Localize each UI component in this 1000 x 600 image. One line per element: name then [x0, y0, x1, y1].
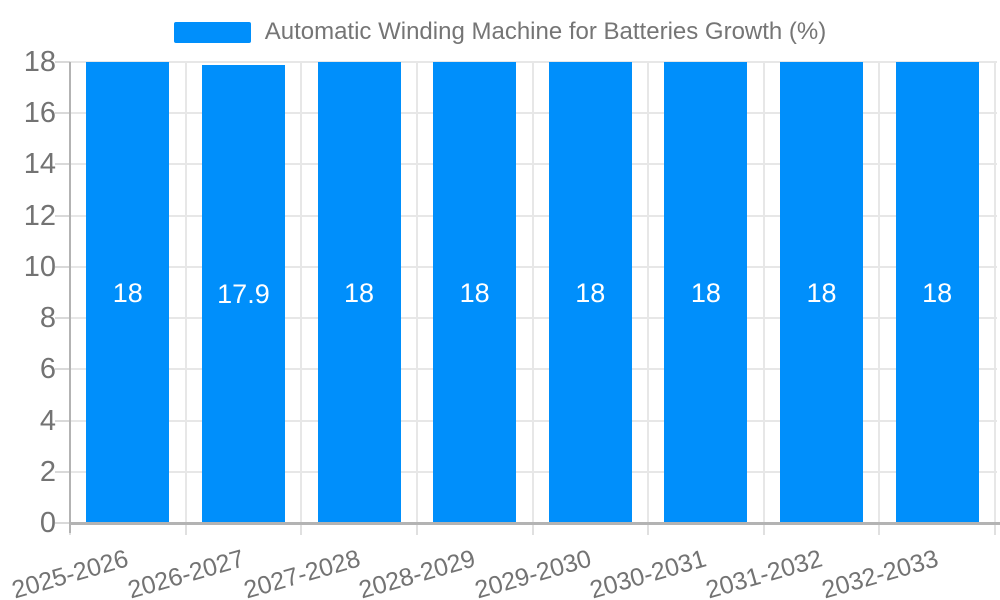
x-tick-mark	[762, 525, 765, 535]
x-tick-mark	[647, 525, 650, 535]
bar-value-label: 18	[459, 277, 490, 308]
y-tick-label: 10	[23, 250, 56, 283]
y-tick-mark	[55, 214, 70, 217]
y-tick-label: 0	[39, 507, 56, 539]
bar-value-label: 18	[922, 277, 953, 308]
legend-label: Automatic Winding Machine for Batteries …	[264, 18, 827, 45]
x-gridline	[647, 62, 650, 523]
x-tick-mark	[184, 525, 187, 535]
y-tick-mark	[55, 265, 70, 268]
legend-marker-icon	[173, 21, 251, 43]
y-tick-label: 18	[23, 46, 56, 78]
y-tick-label: 2	[39, 455, 56, 488]
y-tick-mark	[55, 163, 70, 166]
y-tick-mark	[55, 61, 70, 63]
x-gridline	[878, 62, 881, 523]
y-tick-mark	[55, 522, 70, 524]
x-tick-mark	[531, 525, 534, 535]
y-gridline	[70, 368, 997, 371]
y-tick-label: 4	[39, 404, 56, 437]
y-gridline	[70, 265, 997, 268]
x-axis-line	[70, 522, 1000, 525]
y-gridline	[70, 112, 997, 115]
x-gridline	[300, 62, 303, 523]
x-tick-mark	[878, 525, 881, 535]
y-gridline	[70, 419, 997, 422]
y-tick-label: 8	[39, 302, 56, 335]
x-gridline	[994, 62, 996, 523]
x-tick-mark	[300, 525, 303, 535]
bar-value-label: 18	[690, 277, 721, 308]
y-axis-line	[69, 62, 71, 533]
bar[interactable]	[86, 62, 170, 523]
bar-value-label: 18	[806, 277, 837, 308]
y-tick-label: 14	[23, 148, 56, 181]
legend-item[interactable]: Automatic Winding Machine for Batteries …	[0, 14, 1000, 50]
bar[interactable]	[317, 62, 401, 523]
y-tick-mark	[55, 470, 70, 473]
bar-value-label: 18	[575, 277, 606, 308]
y-tick-mark	[55, 368, 70, 371]
y-gridline	[70, 214, 997, 217]
bar[interactable]	[780, 62, 864, 523]
bar[interactable]	[895, 62, 979, 523]
y-tick-label: 12	[23, 199, 56, 232]
x-tick-label: 2027-2028	[240, 544, 363, 600]
y-tick-label: 6	[39, 353, 56, 386]
y-tick-mark	[55, 317, 70, 320]
x-tick-label: 2026-2027	[124, 544, 248, 600]
bar-value-label: 18	[344, 277, 375, 308]
bar-value-label: 18	[112, 277, 143, 308]
bar[interactable]	[548, 62, 632, 523]
bar[interactable]	[664, 62, 748, 523]
x-tick-mark	[994, 525, 996, 535]
x-gridline	[531, 62, 534, 523]
x-gridline	[415, 62, 418, 523]
y-gridline	[70, 470, 997, 473]
y-tick-label: 16	[23, 97, 56, 130]
x-gridline	[762, 62, 765, 523]
x-gridline	[184, 62, 187, 523]
x-tick-label: 2029-2030	[471, 544, 595, 600]
y-gridline	[70, 163, 997, 166]
bar[interactable]	[201, 64, 285, 523]
bar-value-label: 17.9	[217, 278, 270, 309]
x-tick-label: 2031-2032	[702, 544, 826, 600]
x-tick-label: 2030-2031	[587, 544, 710, 600]
x-tick-label: 2032-2033	[818, 544, 942, 600]
y-tick-mark	[55, 419, 70, 422]
bar[interactable]	[433, 62, 517, 523]
y-gridline	[70, 61, 997, 63]
y-gridline	[70, 317, 997, 320]
x-tick-label: 2028-2029	[355, 544, 479, 600]
y-tick-mark	[55, 112, 70, 115]
x-tick-mark	[415, 525, 418, 535]
x-tick-label: 2025-2026	[9, 544, 132, 600]
